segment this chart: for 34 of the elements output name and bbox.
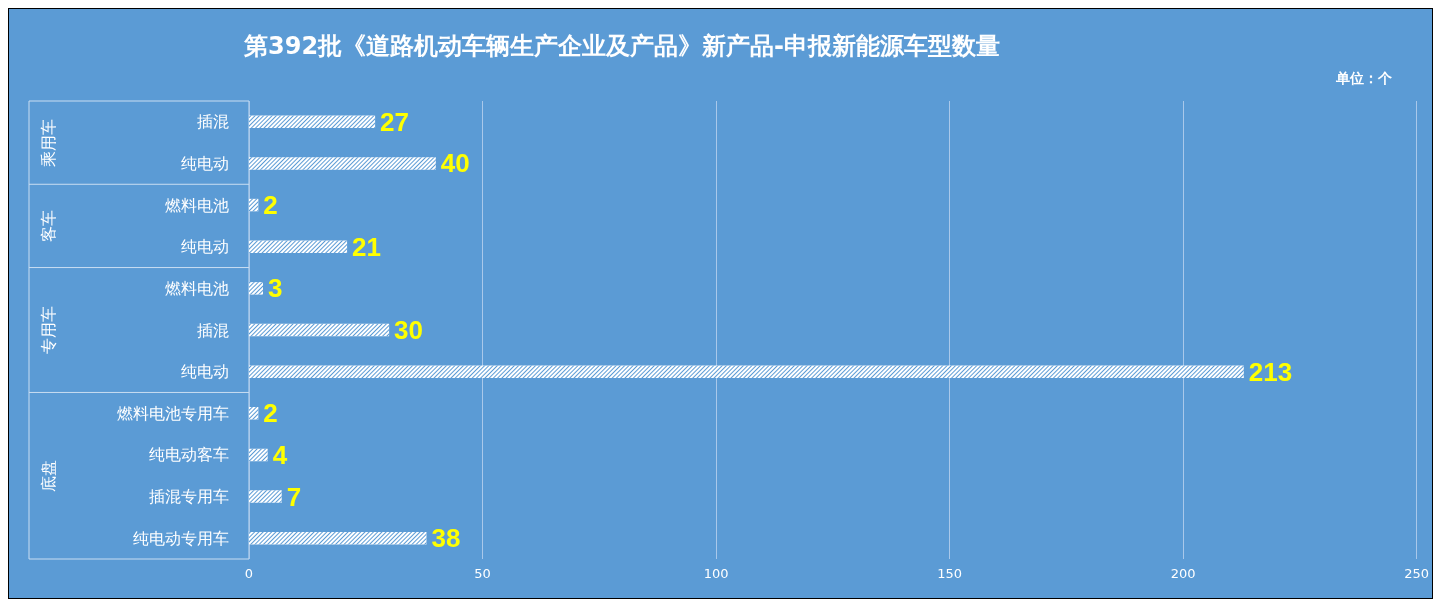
x-tick-label: 50 <box>474 566 491 581</box>
data-label: 213 <box>1248 356 1293 387</box>
y-tick-label: 燃料电池 <box>165 278 229 298</box>
data-label: 27 <box>380 106 410 137</box>
data-label: 7 <box>286 481 302 512</box>
x-tick-label: 100 <box>703 566 729 581</box>
text: 乘用车 <box>38 118 58 167</box>
text: 单位：个 <box>1335 70 1393 86</box>
data-label: 30 <box>394 315 424 345</box>
x-tick-label: 200 <box>1170 566 1196 581</box>
x-tick-label: 250 <box>1404 566 1430 581</box>
text: 专用车 <box>38 306 58 354</box>
data-label: 3 <box>268 273 283 304</box>
x-tick-label: 150 <box>937 566 962 581</box>
text: 客车 <box>38 209 58 242</box>
y-tick-label: 插混 <box>197 112 229 132</box>
y-tick-label: 燃料电池 <box>165 195 229 215</box>
data-label: 4 <box>272 439 288 470</box>
y-tick-label: 插混 <box>197 320 229 340</box>
data-label: 40 <box>440 148 470 179</box>
text: 底盘 <box>38 459 58 492</box>
chart-title: 第392批《道路机动车辆生产企业及产品》新产品-申报新能源车型数量 <box>243 32 1001 60</box>
y-tick-label: 纯电动 <box>181 237 229 257</box>
y-tick-label: 纯电动专用车 <box>133 528 229 548</box>
data-label: 2 <box>263 190 278 221</box>
y-tick-label: 插混专用车 <box>149 487 229 507</box>
y-tick-label: 纯电动 <box>181 362 229 382</box>
y-tick-label: 燃料电池专用车 <box>117 403 229 423</box>
y-tick-label: 纯电动客车 <box>149 445 229 465</box>
y-tick-label: 纯电动 <box>181 153 229 173</box>
data-label: 38 <box>431 523 461 554</box>
data-label: 2 <box>263 398 278 429</box>
data-label: 21 <box>352 231 381 262</box>
x-tick-label: 0 <box>244 566 254 581</box>
